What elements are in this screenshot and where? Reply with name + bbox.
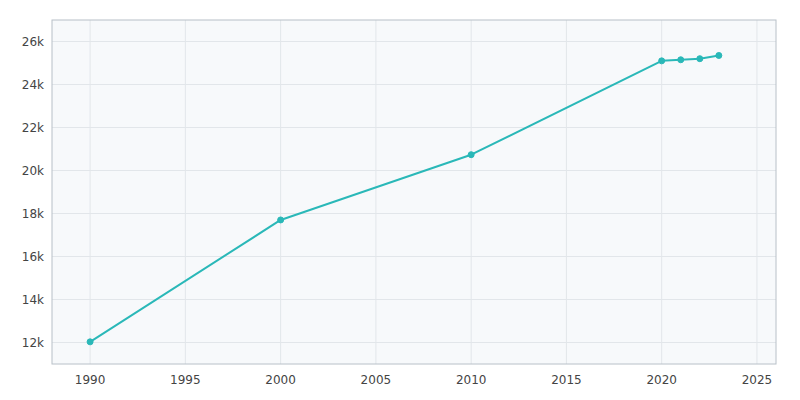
- x-tick-label: 2000: [265, 373, 296, 387]
- grid-line-y: [52, 84, 776, 85]
- chart: 1990 1995 2000 2005 2010 2015 2020 2025 12k 14k 16…: [0, 0, 800, 400]
- y-tick-label: 20k: [22, 164, 44, 178]
- y-tick-label: 12k: [22, 336, 44, 350]
- y-tick-label: 26k: [22, 35, 44, 49]
- grid-line-x: [375, 20, 376, 364]
- x-tick-label: 2025: [742, 373, 773, 387]
- y-tick-label: 16k: [22, 250, 44, 264]
- point: [716, 52, 722, 58]
- tick-labels: 1990 1995 2000 2005 2010 2015 2020 2025 12k 14k 16…: [22, 35, 772, 388]
- x-tick-label: 1995: [170, 373, 201, 387]
- grid-line-x: [185, 20, 186, 364]
- grid-line-x: [756, 20, 757, 364]
- x-tick-label: 1990: [75, 373, 106, 387]
- line: [90, 55, 719, 341]
- grid-line-y: [52, 213, 776, 214]
- grid-line-y: [52, 127, 776, 128]
- point: [87, 339, 93, 345]
- point: [659, 58, 665, 64]
- grid-line-y: [52, 342, 776, 343]
- x-tick-label: 2015: [551, 373, 582, 387]
- plot-background: [52, 20, 776, 364]
- x-tick-label: 2005: [361, 373, 392, 387]
- point: [278, 217, 284, 223]
- point: [468, 152, 474, 158]
- y-tick-label: 14k: [22, 293, 44, 307]
- grid-line-x: [90, 20, 91, 364]
- grid-line-y: [52, 170, 776, 171]
- point: [697, 56, 703, 62]
- grid-line-x: [566, 20, 567, 364]
- grid: [52, 20, 776, 364]
- grid-line-y: [52, 41, 776, 42]
- grid-line-x: [280, 20, 281, 364]
- chart-container: 1990 1995 2000 2005 2010 2015 2020 2025 12k 14k 16…: [0, 0, 800, 400]
- series: [87, 52, 722, 344]
- grid-line-x: [661, 20, 662, 364]
- y-tick-label: 22k: [22, 121, 44, 135]
- grid-line-y: [52, 299, 776, 300]
- y-tick-label: 18k: [22, 207, 44, 221]
- x-tick-label: 2020: [646, 373, 677, 387]
- x-tick-label: 2010: [456, 373, 487, 387]
- grid-line-y: [52, 256, 776, 257]
- point: [678, 57, 684, 63]
- grid-line-x: [471, 20, 472, 364]
- plot-frame: [52, 20, 776, 364]
- y-tick-label: 24k: [22, 78, 44, 92]
